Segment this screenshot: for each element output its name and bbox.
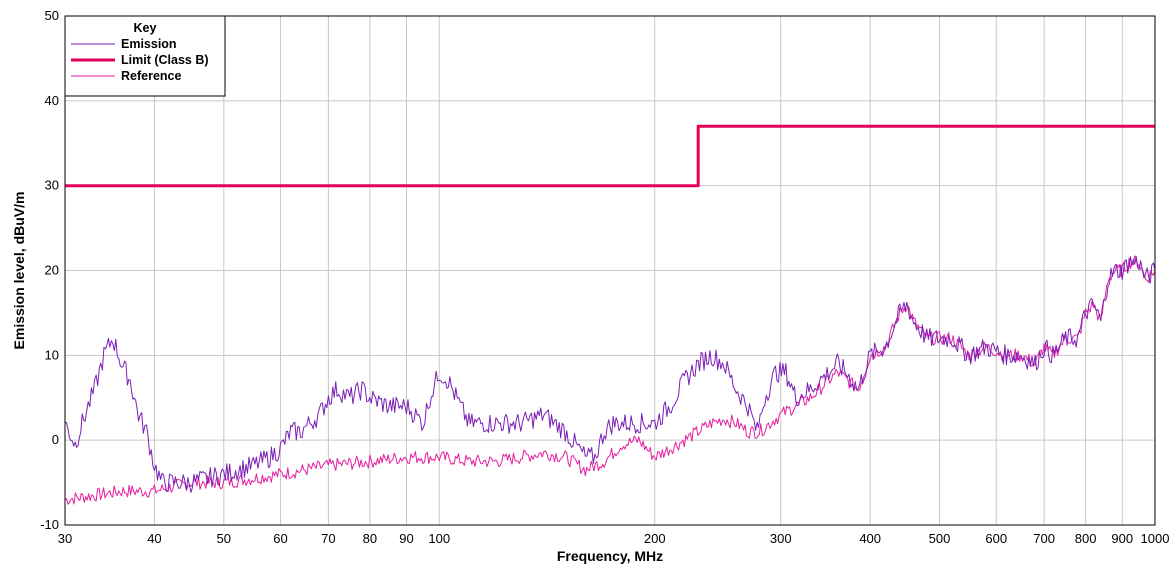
- x-tick-label: 200: [644, 531, 666, 546]
- legend-label-reference: Reference: [121, 69, 181, 83]
- x-tick-label: 1000: [1141, 531, 1170, 546]
- legend-label-emission: Emission: [121, 37, 177, 51]
- x-axis-title: Frequency, MHz: [557, 548, 663, 564]
- series-line-limit: [65, 124, 1155, 188]
- y-tick-label: -10: [40, 517, 59, 532]
- y-tick-label: 0: [52, 432, 59, 447]
- y-tick-label: 20: [45, 263, 59, 278]
- x-tick-label: 40: [147, 531, 161, 546]
- y-tick-labels: -10 0 10 20 30 40 50: [40, 8, 59, 532]
- x-tick-label: 700: [1033, 531, 1055, 546]
- series-lines: [64, 124, 1156, 505]
- x-tick-label: 300: [770, 531, 792, 546]
- legend-title: Key: [134, 21, 157, 35]
- legend: Key Emission Limit (Class B) Reference: [64, 15, 226, 97]
- x-tick-label: 600: [985, 531, 1007, 546]
- legend-box: [64, 15, 226, 97]
- legend-label-limit: Limit (Class B): [121, 53, 209, 67]
- grid: [64, 15, 1156, 526]
- x-tick-label: 60: [273, 531, 287, 546]
- x-tick-label: 90: [399, 531, 413, 546]
- x-tick-label: 500: [929, 531, 951, 546]
- x-tick-label: 400: [859, 531, 881, 546]
- series-line-reference: [64, 255, 1156, 505]
- series-line-emission: [64, 255, 1156, 493]
- y-axis-title: Emission level, dBuV/m: [11, 192, 27, 350]
- x-tick-label: 30: [58, 531, 72, 546]
- x-tick-label: 50: [217, 531, 231, 546]
- y-tick-label: 30: [45, 178, 59, 193]
- y-tick-label: 40: [45, 93, 59, 108]
- y-tick-label: 50: [45, 8, 59, 23]
- x-tick-labels: 30 40 50 60 70 80 90 100 200 300 400 500 600 700 800 90…: [58, 531, 1170, 546]
- x-tick-label: 800: [1075, 531, 1097, 546]
- x-tick-label: 100: [428, 531, 450, 546]
- x-tick-label: 80: [363, 531, 377, 546]
- plot-frame: [64, 15, 1156, 526]
- x-tick-label: 900: [1111, 531, 1133, 546]
- y-tick-label: 10: [45, 347, 59, 362]
- x-tick-label: 70: [321, 531, 335, 546]
